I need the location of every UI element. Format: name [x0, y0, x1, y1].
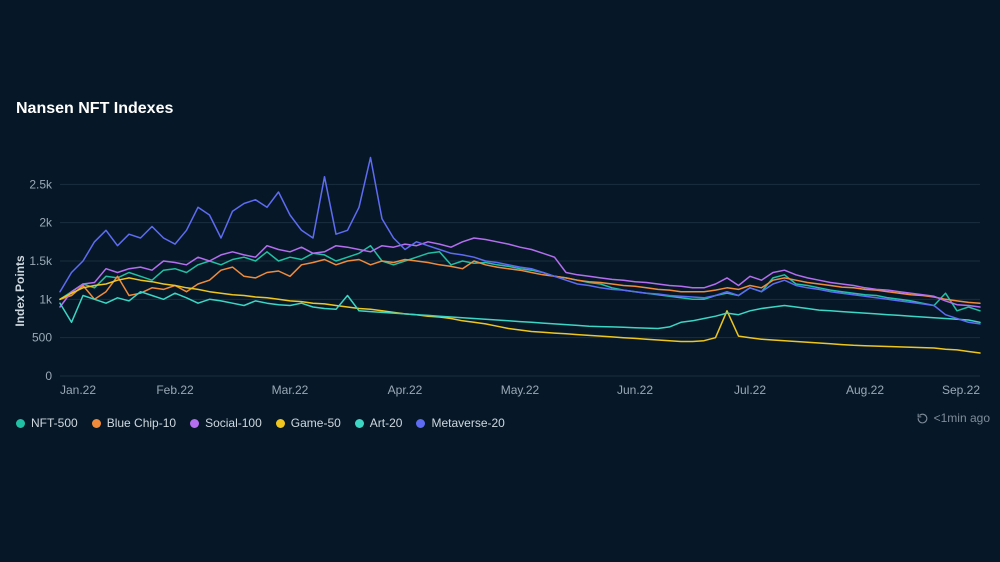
x-tick-label: Aug.22 — [846, 383, 884, 397]
y-tick-label: 2k — [39, 216, 53, 230]
x-tick-label: Apr.22 — [388, 383, 423, 397]
x-tick-label: Jan.22 — [60, 383, 96, 397]
legend-item[interactable]: Art-20 — [355, 416, 403, 430]
chart-footer: NFT-500 Blue Chip-10 Social-100 Game-50 Art-… — [10, 406, 990, 430]
x-tick-label: Jun.22 — [617, 383, 653, 397]
series-blue-chip-10 — [60, 260, 980, 304]
legend-item[interactable]: Metaverse-20 — [416, 416, 504, 430]
x-tick-label: Jul.22 — [734, 383, 766, 397]
legend-dot-icon — [416, 419, 425, 428]
refresh-text: <1min ago — [934, 411, 990, 425]
x-tick-label: Feb.22 — [156, 383, 194, 397]
chart-title: Nansen NFT Indexes — [16, 100, 990, 118]
x-tick-label: Sep.22 — [942, 383, 980, 397]
legend-label: Metaverse-20 — [431, 416, 504, 430]
y-tick-label: 0 — [45, 369, 52, 383]
legend: NFT-500 Blue Chip-10 Social-100 Game-50 Art-… — [16, 416, 505, 430]
y-tick-label: 1k — [39, 292, 53, 306]
legend-item[interactable]: Game-50 — [276, 416, 341, 430]
x-tick-label: May.22 — [501, 383, 540, 397]
series-game-50 — [60, 278, 980, 353]
legend-dot-icon — [190, 419, 199, 428]
legend-dot-icon — [92, 419, 101, 428]
y-tick-label: 500 — [32, 331, 52, 345]
y-tick-label: 2.5k — [29, 177, 53, 191]
legend-label: Blue Chip-10 — [107, 416, 176, 430]
legend-dot-icon — [16, 419, 25, 428]
legend-dot-icon — [355, 419, 364, 428]
legend-label: Game-50 — [291, 416, 341, 430]
legend-label: Social-100 — [205, 416, 262, 430]
legend-dot-icon — [276, 419, 285, 428]
chart-container: Nansen NFT Indexes 0 500 1k 1.5k 2k 2.5k Inde… — [10, 100, 990, 430]
legend-item[interactable]: NFT-500 — [16, 416, 78, 430]
refresh-icon — [916, 412, 929, 425]
x-tick-label: Mar.22 — [272, 383, 309, 397]
series-social-100 — [60, 238, 980, 307]
legend-label: Art-20 — [370, 416, 403, 430]
y-axis-label: Index Points — [13, 255, 27, 327]
y-tick-label: 1.5k — [29, 254, 53, 268]
legend-item[interactable]: Social-100 — [190, 416, 262, 430]
series-nft-500 — [60, 246, 980, 311]
series-art-20 — [60, 292, 980, 329]
legend-label: NFT-500 — [31, 416, 78, 430]
legend-item[interactable]: Blue Chip-10 — [92, 416, 176, 430]
refresh-status: <1min ago — [916, 411, 990, 425]
line-chart: 0 500 1k 1.5k 2k 2.5k Index Points Jan.22 Feb.… — [10, 136, 990, 406]
